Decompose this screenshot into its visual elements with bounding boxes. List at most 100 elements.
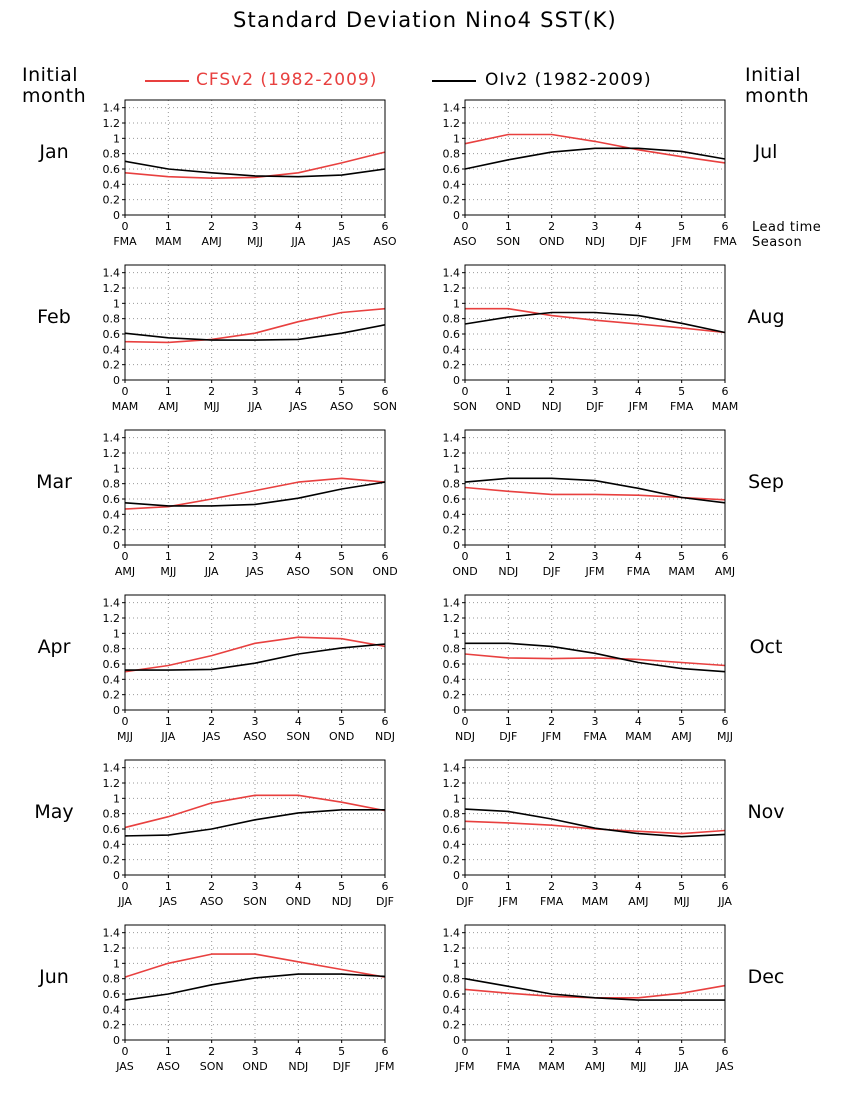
x-tick-label: 2	[548, 880, 555, 893]
y-tick-label: 0	[453, 1034, 460, 1047]
season-tick-label: FMA	[627, 565, 651, 578]
season-tick-label: DJF	[586, 400, 604, 413]
y-tick-label: 1.4	[103, 267, 121, 280]
y-tick-label: 0.8	[103, 808, 121, 821]
y-tick-label: 1.4	[443, 267, 461, 280]
y-tick-label: 0.2	[103, 1019, 121, 1032]
plot-frame	[124, 99, 386, 216]
season-tick-label: FMA	[713, 235, 737, 248]
y-tick-label: 1.2	[443, 612, 461, 625]
x-tick-label: 0	[462, 385, 469, 398]
season-tick-label: SON	[496, 235, 520, 248]
y-tick-label: 0	[453, 374, 460, 387]
x-tick-label: 0	[122, 715, 129, 728]
y-tick-label: 1.4	[103, 102, 121, 115]
x-tick-label: 2	[208, 220, 215, 233]
x-tick-label: 0	[122, 550, 129, 563]
y-tick-label: 0.4	[103, 673, 121, 686]
x-tick-label: 3	[592, 550, 599, 563]
panel-apr: 00.20.40.60.811.21.40MJJ1JJA2JAS3ASO4SON…	[103, 594, 395, 743]
y-tick-label: 0.2	[103, 194, 121, 207]
y-tick-label: 0	[113, 374, 120, 387]
y-tick-label: 0.4	[443, 178, 461, 191]
season-tick-label: ASO	[157, 1060, 181, 1073]
panel-mar: 00.20.40.60.811.21.40AMJ1MJJ2JJA3JAS4ASO…	[103, 429, 398, 578]
legend-label-oiv2: OIv2 (1982-2009)	[485, 70, 652, 90]
x-tick-label: 6	[382, 715, 389, 728]
y-tick-label: 0.6	[443, 328, 461, 341]
y-tick-label: 1.2	[103, 942, 121, 955]
series-line-cfsv2	[124, 477, 386, 510]
y-tick-label: 0.4	[443, 673, 461, 686]
y-tick-label: 0.4	[443, 508, 461, 521]
x-tick-label: 1	[165, 715, 172, 728]
y-tick-label: 0.2	[443, 689, 461, 702]
series-line-cfsv2	[124, 151, 386, 179]
y-tick-label: 0.8	[443, 973, 461, 986]
y-tick-label: 0	[113, 209, 120, 222]
series-line-oiv2	[124, 160, 386, 178]
panel-may: 00.20.40.60.811.21.40JJA1JAS2ASO3SON4OND…	[103, 759, 394, 908]
y-tick-label: 1.4	[103, 927, 121, 940]
x-tick-label: 6	[382, 1045, 389, 1058]
series-line-cfsv2	[464, 653, 726, 667]
x-tick-label: 1	[165, 1045, 172, 1058]
plot-frame	[124, 429, 386, 546]
season-tick-label: JJA	[204, 565, 219, 578]
y-tick-label: 0.2	[443, 1019, 461, 1032]
y-tick-label: 1	[453, 462, 460, 475]
season-tick-label: JAS	[159, 895, 178, 908]
series-line-oiv2	[124, 324, 386, 341]
y-tick-label: 0	[453, 869, 460, 882]
x-tick-label: 5	[338, 385, 345, 398]
x-tick-label: 2	[208, 715, 215, 728]
season-tick-label: OND	[286, 895, 311, 908]
x-tick-label: 4	[635, 385, 642, 398]
y-tick-label: 0.4	[443, 343, 461, 356]
plot-frame	[464, 264, 726, 381]
season-tick-label: JJA	[160, 730, 175, 743]
season-tick-label: AMJ	[115, 565, 135, 578]
y-tick-label: 0	[453, 539, 460, 552]
y-tick-label: 0	[453, 704, 460, 717]
x-tick-label: 6	[382, 880, 389, 893]
y-tick-label: 0.4	[443, 1003, 461, 1016]
season-tick-label: JFM	[498, 895, 518, 908]
season-tick-label: FMA	[497, 1060, 521, 1073]
season-tick-label: DJF	[456, 895, 474, 908]
y-tick-label: 0.6	[103, 493, 121, 506]
season-tick-label: JAS	[202, 730, 221, 743]
season-tick-label: MAM	[538, 1060, 565, 1073]
season-tick-label: MAM	[582, 895, 609, 908]
x-tick-label: 0	[122, 880, 129, 893]
x-tick-label: 1	[505, 220, 512, 233]
x-tick-label: 3	[252, 385, 259, 398]
season-tick-label: FMA	[540, 895, 564, 908]
series-line-cfsv2	[124, 953, 386, 978]
season-tick-label: MAM	[712, 400, 739, 413]
season-tick-label: OND	[329, 730, 354, 743]
y-tick-label: 0.4	[103, 838, 121, 851]
plot-frame	[124, 594, 386, 711]
x-tick-label: 4	[635, 220, 642, 233]
series-line-cfsv2	[124, 307, 386, 344]
legend-label-cfsv2: CFSv2 (1982-2009)	[196, 70, 378, 90]
season-tick-label: MJJ	[160, 565, 176, 578]
y-tick-label: 1	[113, 792, 120, 805]
x-tick-label: 1	[165, 385, 172, 398]
y-tick-label: 1.2	[103, 612, 121, 625]
month-label-jul: Jul	[754, 141, 778, 163]
season-tick-label: JAS	[332, 235, 351, 248]
y-tick-label: 0.2	[103, 689, 121, 702]
y-tick-label: 0.8	[443, 808, 461, 821]
season-tick-label: ASO	[373, 235, 397, 248]
season-tick-label: JJA	[290, 235, 305, 248]
y-tick-label: 0.2	[103, 359, 121, 372]
x-tick-label: 2	[548, 550, 555, 563]
season-tick-label: NDJ	[455, 730, 475, 743]
y-tick-label: 1	[113, 627, 120, 640]
series-line-cfsv2	[464, 984, 726, 999]
y-tick-label: 0.6	[103, 988, 121, 1001]
y-tick-label: 1.2	[443, 447, 461, 460]
